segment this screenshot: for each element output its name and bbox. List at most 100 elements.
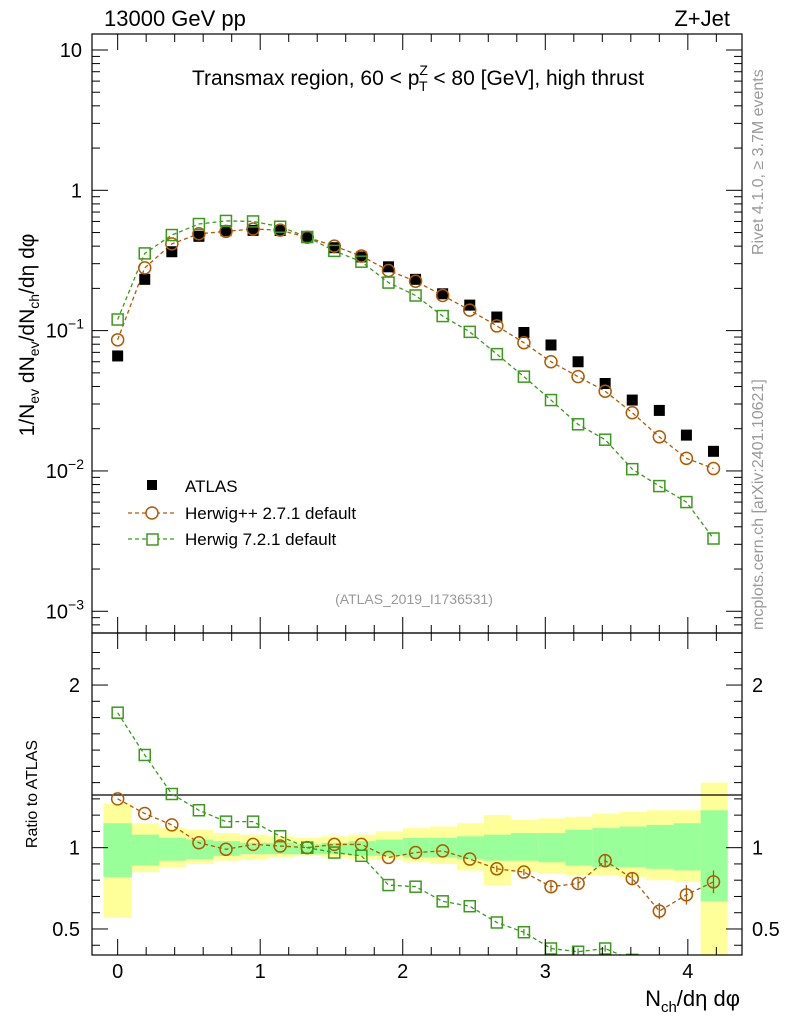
main-point-atlas — [193, 230, 205, 242]
main-point-herwig7 — [409, 289, 422, 302]
ratio-band-inner — [456, 836, 484, 860]
ratio-point-herwig7 — [517, 925, 531, 939]
ratio-point-herwig7 — [463, 899, 476, 913]
main-point-atlas — [220, 225, 232, 237]
ratio-point-herwigpp — [192, 836, 206, 850]
main-point-atlas — [653, 404, 665, 416]
main-point-herwig7 — [598, 433, 612, 446]
main-point-atlas — [599, 377, 611, 389]
main-point-atlas — [680, 429, 692, 441]
main-point-atlas — [545, 339, 557, 351]
ratio-point-herwig7 — [192, 804, 206, 817]
x-tick-label: 3 — [540, 961, 551, 983]
x-tick-label: 4 — [682, 961, 693, 983]
ratio-y-ticks: 0.5 0.5 1 1 2 2 — [52, 652, 780, 946]
ratio-point-herwigpp — [679, 888, 694, 902]
ratio-band-inner — [267, 842, 295, 855]
ratio-bands — [103, 782, 728, 955]
main-point-herwig7 — [300, 230, 314, 244]
main-y-tick-label: 10 — [60, 40, 82, 62]
ratio-data-layer — [110, 706, 721, 980]
legend-atlas-label: ATLAS — [185, 477, 238, 496]
main-y-tick-label: 1 — [71, 180, 82, 202]
ratio-point-herwig7 — [490, 916, 504, 929]
main-line-herwigpp — [117, 228, 714, 470]
main-point-atlas — [166, 246, 178, 258]
main-point-atlas — [328, 242, 340, 254]
x-axis-label: Nch/dη dφ — [645, 986, 740, 1016]
legend-herwigpp-label: Herwig++ 2.7.1 default — [185, 504, 356, 523]
ratio-point-herwigpp — [381, 850, 396, 865]
ratio-panel: 0.5 0.5 1 1 2 2 0 1 2 3 4 Ratio to ATLAS Nch/dη d… — [24, 632, 780, 1016]
ratio-point-herwig7 — [708, 969, 719, 980]
ratio-point-herwigpp — [571, 876, 585, 891]
plot-title-sub: T — [419, 78, 428, 94]
ratio-point-herwigpp — [273, 839, 287, 853]
main-data-layer — [110, 214, 721, 545]
main-y-tick-label: 10−1 — [46, 316, 84, 343]
ratio-point-herwigpp — [137, 806, 152, 821]
main-point-herwig7 — [192, 217, 206, 231]
main-point-herwigpp — [598, 384, 612, 398]
ratio-point-herwigpp — [706, 875, 721, 889]
main-point-herwig7 — [355, 255, 368, 268]
ratio-point-herwig7 — [273, 830, 287, 843]
ratio-band-inner — [321, 842, 349, 855]
main-y-tick-label: 10−2 — [46, 456, 84, 483]
main-point-herwig7 — [653, 479, 666, 493]
ratio-point-herwigpp — [219, 842, 233, 857]
ratio-point-herwigpp — [598, 853, 612, 868]
ratio-point-herwig7 — [111, 706, 124, 719]
ratio-band-inner — [131, 834, 159, 866]
main-point-herwig7 — [490, 347, 504, 361]
ratio-point-herwigpp — [490, 862, 504, 876]
ratio-point-herwigpp — [517, 865, 531, 879]
main-x-ticks — [117, 34, 717, 633]
ratio-point-herwig7 — [598, 942, 612, 955]
ratio-y-tick-label: 1 — [69, 838, 80, 860]
main-point-herwigpp — [137, 261, 152, 275]
main-point-atlas — [410, 273, 422, 285]
ratio-y-axis-label: Ratio to ATLAS — [24, 740, 41, 848]
ratio-band-inner — [348, 841, 376, 856]
ratio-band-inner — [483, 834, 512, 861]
ratio-band-inner — [294, 844, 322, 855]
main-point-atlas — [139, 273, 151, 285]
main-point-herwig7 — [328, 244, 341, 258]
main-point-herwig7 — [463, 325, 476, 339]
legend-herwig7-label: Herwig 7.2.1 default — [185, 530, 336, 549]
main-point-atlas — [572, 356, 584, 368]
ratio-y-tick-label: 0.5 — [52, 919, 80, 941]
header-left: 13000 GeV pp — [104, 6, 246, 31]
main-point-atlas — [518, 326, 530, 338]
main-point-atlas — [274, 225, 286, 237]
ratio-band-inner — [103, 823, 132, 877]
main-point-herwig7 — [246, 215, 260, 228]
ratio-y-tick-label-right: 0.5 — [752, 919, 780, 941]
plot-title-post: < 80 [GeV], high thrust — [428, 67, 645, 90]
main-point-herwig7 — [625, 462, 639, 476]
ratio-point-herwig7 — [571, 945, 585, 955]
ratio-point-herwig7 — [219, 815, 233, 828]
ratio-band-inner — [375, 839, 403, 856]
main-point-herwigpp — [544, 355, 558, 369]
ratio-point-herwigpp — [408, 845, 423, 860]
main-point-atlas — [247, 224, 259, 236]
ratio-point-herwig7 — [300, 841, 314, 854]
ratio-point-herwigpp — [544, 879, 558, 894]
main-point-herwig7 — [165, 228, 179, 242]
ylabel-part: dN — [16, 356, 39, 389]
ratio-point-herwig7 — [246, 815, 260, 828]
ratio-point-herwigpp — [165, 818, 179, 832]
ratio-point-herwigpp — [327, 837, 342, 852]
main-point-herwigpp — [652, 430, 667, 444]
main-point-herwig7 — [111, 313, 124, 326]
mcplots-label: mcplots.cern.ch [arXiv:2401.10621] — [750, 379, 767, 630]
main-point-herwigpp — [462, 303, 477, 317]
ratio-point-herwig7 — [328, 846, 341, 859]
main-point-herwigpp — [246, 222, 260, 236]
rivet-label: Rivet 4.1.0, ≥ 3.7M events — [750, 69, 767, 255]
main-point-herwigpp — [192, 227, 206, 241]
ylabel-sub: ev — [26, 341, 42, 356]
